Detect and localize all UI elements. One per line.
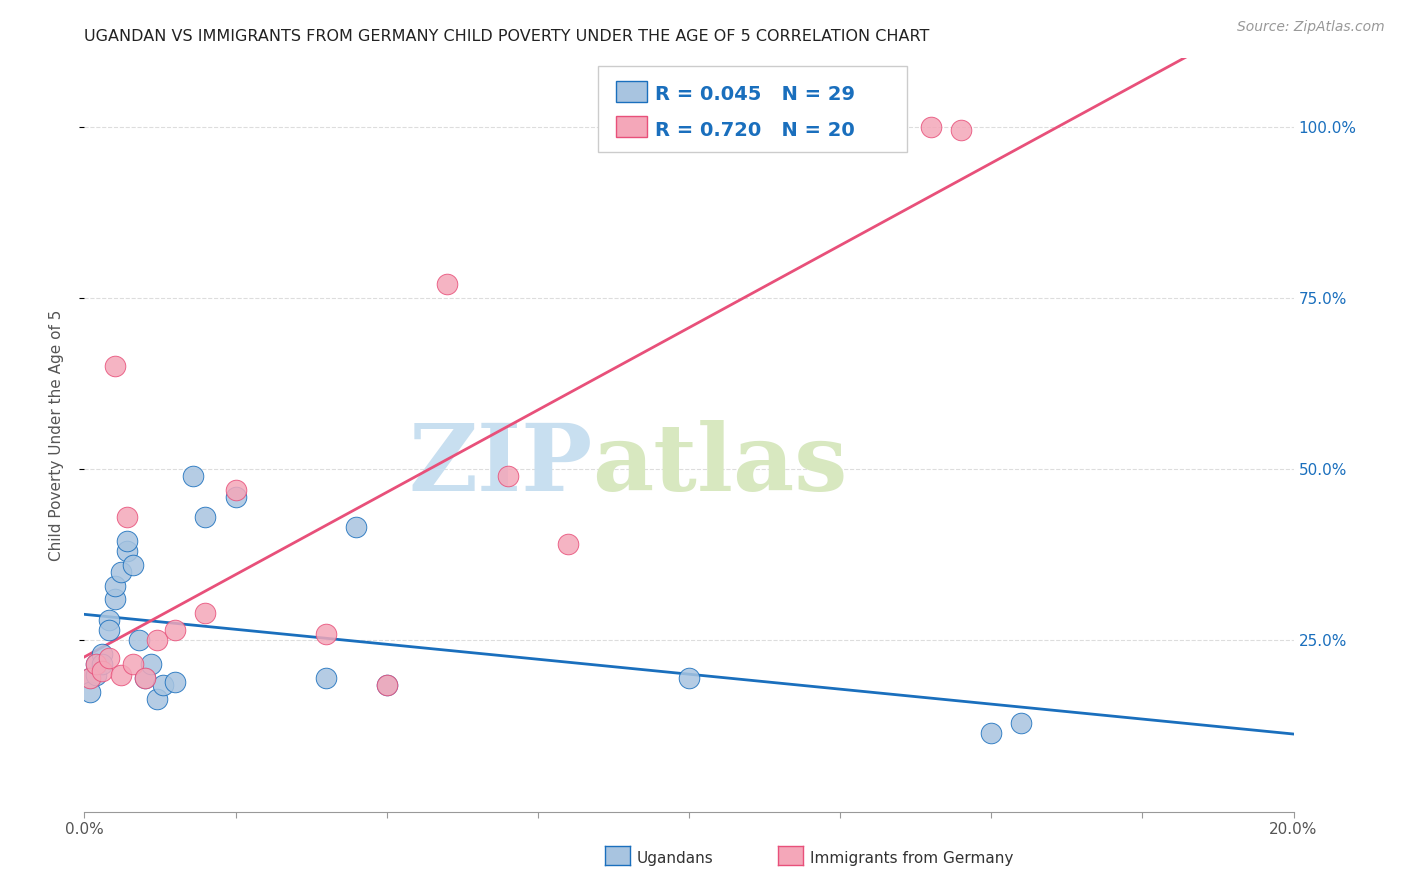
- Point: [1011, 715, 1033, 730]
- Y-axis label: Child Poverty Under the Age of 5: Child Poverty Under the Age of 5: [49, 310, 63, 560]
- Point: [91, 665, 114, 679]
- Point: [97, 613, 120, 627]
- Point: [86, 657, 108, 672]
- Text: UGANDAN VS IMMIGRANTS FROM GERMANY CHILD POVERTY UNDER THE AGE OF 5 CORRELATION : UGANDAN VS IMMIGRANTS FROM GERMANY CHILD…: [84, 29, 929, 45]
- Text: Ugandans: Ugandans: [637, 851, 714, 865]
- Point: [128, 633, 150, 648]
- Point: [86, 657, 108, 672]
- Point: [104, 592, 127, 607]
- Point: [181, 469, 204, 483]
- Text: R = 0.720   N = 20: R = 0.720 N = 20: [655, 120, 855, 140]
- Point: [146, 633, 169, 648]
- Point: [225, 483, 247, 497]
- Text: Source: ZipAtlas.com: Source: ZipAtlas.com: [1237, 20, 1385, 34]
- FancyBboxPatch shape: [599, 65, 907, 153]
- Point: [97, 650, 120, 665]
- Point: [375, 678, 398, 692]
- Point: [165, 674, 187, 689]
- Text: R = 0.045   N = 29: R = 0.045 N = 29: [655, 86, 855, 104]
- Point: [920, 120, 942, 134]
- Text: atlas: atlas: [592, 420, 848, 510]
- Point: [110, 565, 132, 579]
- Point: [375, 678, 398, 692]
- Point: [79, 671, 101, 685]
- Point: [104, 359, 127, 374]
- Point: [104, 578, 127, 592]
- Point: [152, 678, 174, 692]
- Point: [86, 667, 108, 681]
- Point: [121, 558, 143, 572]
- Point: [134, 671, 156, 685]
- Point: [79, 685, 101, 699]
- Point: [194, 606, 217, 620]
- Point: [91, 647, 114, 661]
- Point: [79, 671, 101, 685]
- Point: [980, 726, 1002, 740]
- Point: [557, 537, 579, 551]
- FancyBboxPatch shape: [616, 116, 647, 137]
- Point: [97, 623, 120, 637]
- Point: [225, 490, 247, 504]
- Point: [194, 510, 217, 524]
- Point: [950, 123, 973, 137]
- Point: [436, 277, 458, 291]
- Point: [678, 671, 700, 685]
- Point: [315, 671, 337, 685]
- Point: [115, 510, 138, 524]
- Point: [115, 544, 138, 558]
- Point: [165, 623, 187, 637]
- Point: [315, 626, 337, 640]
- Point: [91, 657, 114, 672]
- Point: [146, 691, 169, 706]
- FancyBboxPatch shape: [616, 80, 647, 102]
- Point: [134, 671, 156, 685]
- Point: [115, 534, 138, 549]
- Point: [110, 667, 132, 681]
- Point: [121, 657, 143, 672]
- Point: [346, 520, 368, 534]
- Point: [139, 657, 162, 672]
- Point: [496, 469, 519, 483]
- Text: Immigrants from Germany: Immigrants from Germany: [810, 851, 1014, 865]
- Text: ZIP: ZIP: [408, 420, 592, 510]
